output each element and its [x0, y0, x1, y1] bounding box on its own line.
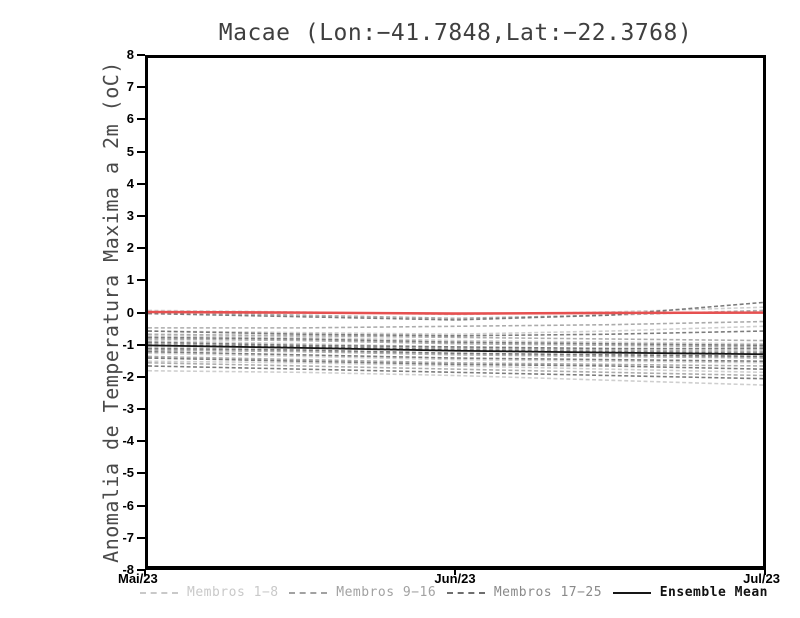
x-tick-mark-jun [454, 569, 456, 575]
y-tick-label: -8 [122, 562, 134, 577]
y-tick-label: -3 [122, 401, 134, 417]
dashed-line-swatch [446, 591, 485, 594]
y-tick-label: -1 [122, 336, 134, 352]
y-tick-mark [137, 504, 145, 507]
y-tick-label: 7 [126, 79, 134, 95]
y-tick-mark [137, 247, 145, 250]
legend-label: Ensemble Mean [659, 585, 768, 600]
y-tick-mark [137, 440, 145, 443]
y-tick-label: -4 [122, 433, 134, 449]
member-line-group-2 [148, 320, 763, 329]
legend-item-ensemble-mean: Ensemble Mean [612, 585, 768, 600]
x-tick-label-mai: Mai/23 [118, 571, 158, 586]
dashed-line-swatch [289, 591, 328, 594]
y-tick-label: 3 [126, 207, 134, 223]
y-tick-mark [137, 408, 145, 411]
y-tick-mark [137, 214, 145, 217]
ensemble-mean-line [148, 344, 763, 356]
legend-label: Membros 17−25 [493, 585, 603, 600]
y-tick-label: 4 [126, 175, 134, 191]
legend-label: Membros 9−16 [336, 585, 437, 600]
legend-item-members-1-8: Membros 1−8 [140, 585, 279, 600]
y-tick-mark [137, 375, 145, 378]
zero-reference-line [148, 310, 763, 315]
x-tick-label-jun: Jun/23 [434, 571, 476, 586]
x-tick-mark-mai [144, 569, 146, 575]
y-tick-label: -6 [122, 497, 134, 513]
legend-item-members-17-25: Membros 17−25 [446, 585, 603, 600]
y-tick-mark [137, 536, 145, 539]
plot-area [145, 55, 766, 570]
legend-label: Membros 1−8 [187, 585, 279, 600]
dashed-line-swatch [140, 591, 178, 594]
y-tick-label: 8 [126, 47, 134, 62]
y-tick-mark [137, 343, 145, 346]
solid-line-swatch [612, 591, 651, 594]
y-tick-mark [137, 118, 145, 121]
x-tick-mark-jul [764, 569, 766, 575]
y-tick-mark [137, 54, 145, 56]
y-tick-mark [137, 279, 145, 282]
chart-canvas [148, 301, 763, 386]
chart-title: Macae (Lon:−41.7848,Lat:−22.3768) [218, 20, 693, 46]
y-tick-mark [137, 86, 145, 89]
y-tick-label: 6 [126, 111, 134, 127]
x-tick-label-jul: Jul/23 [743, 571, 780, 586]
chart-legend: Membros 1−8 Membros 9−16 Membros 17−25 E… [140, 585, 768, 600]
y-tick-mark [137, 182, 145, 185]
y-tick-label: -5 [122, 465, 134, 481]
y-tick-label: 0 [126, 304, 134, 320]
y-tick-mark [137, 311, 145, 314]
y-tick-mark [137, 150, 145, 153]
y-tick-mark [137, 569, 145, 571]
y-tick-label: 5 [126, 143, 134, 159]
y-tick-mark [137, 472, 145, 475]
legend-item-members-9-16: Membros 9−16 [289, 585, 436, 600]
y-tick-label: 1 [126, 272, 134, 288]
y-tick-label: -7 [122, 529, 134, 545]
y-tick-label: -2 [122, 368, 134, 384]
y-tick-label: 2 [126, 240, 134, 256]
